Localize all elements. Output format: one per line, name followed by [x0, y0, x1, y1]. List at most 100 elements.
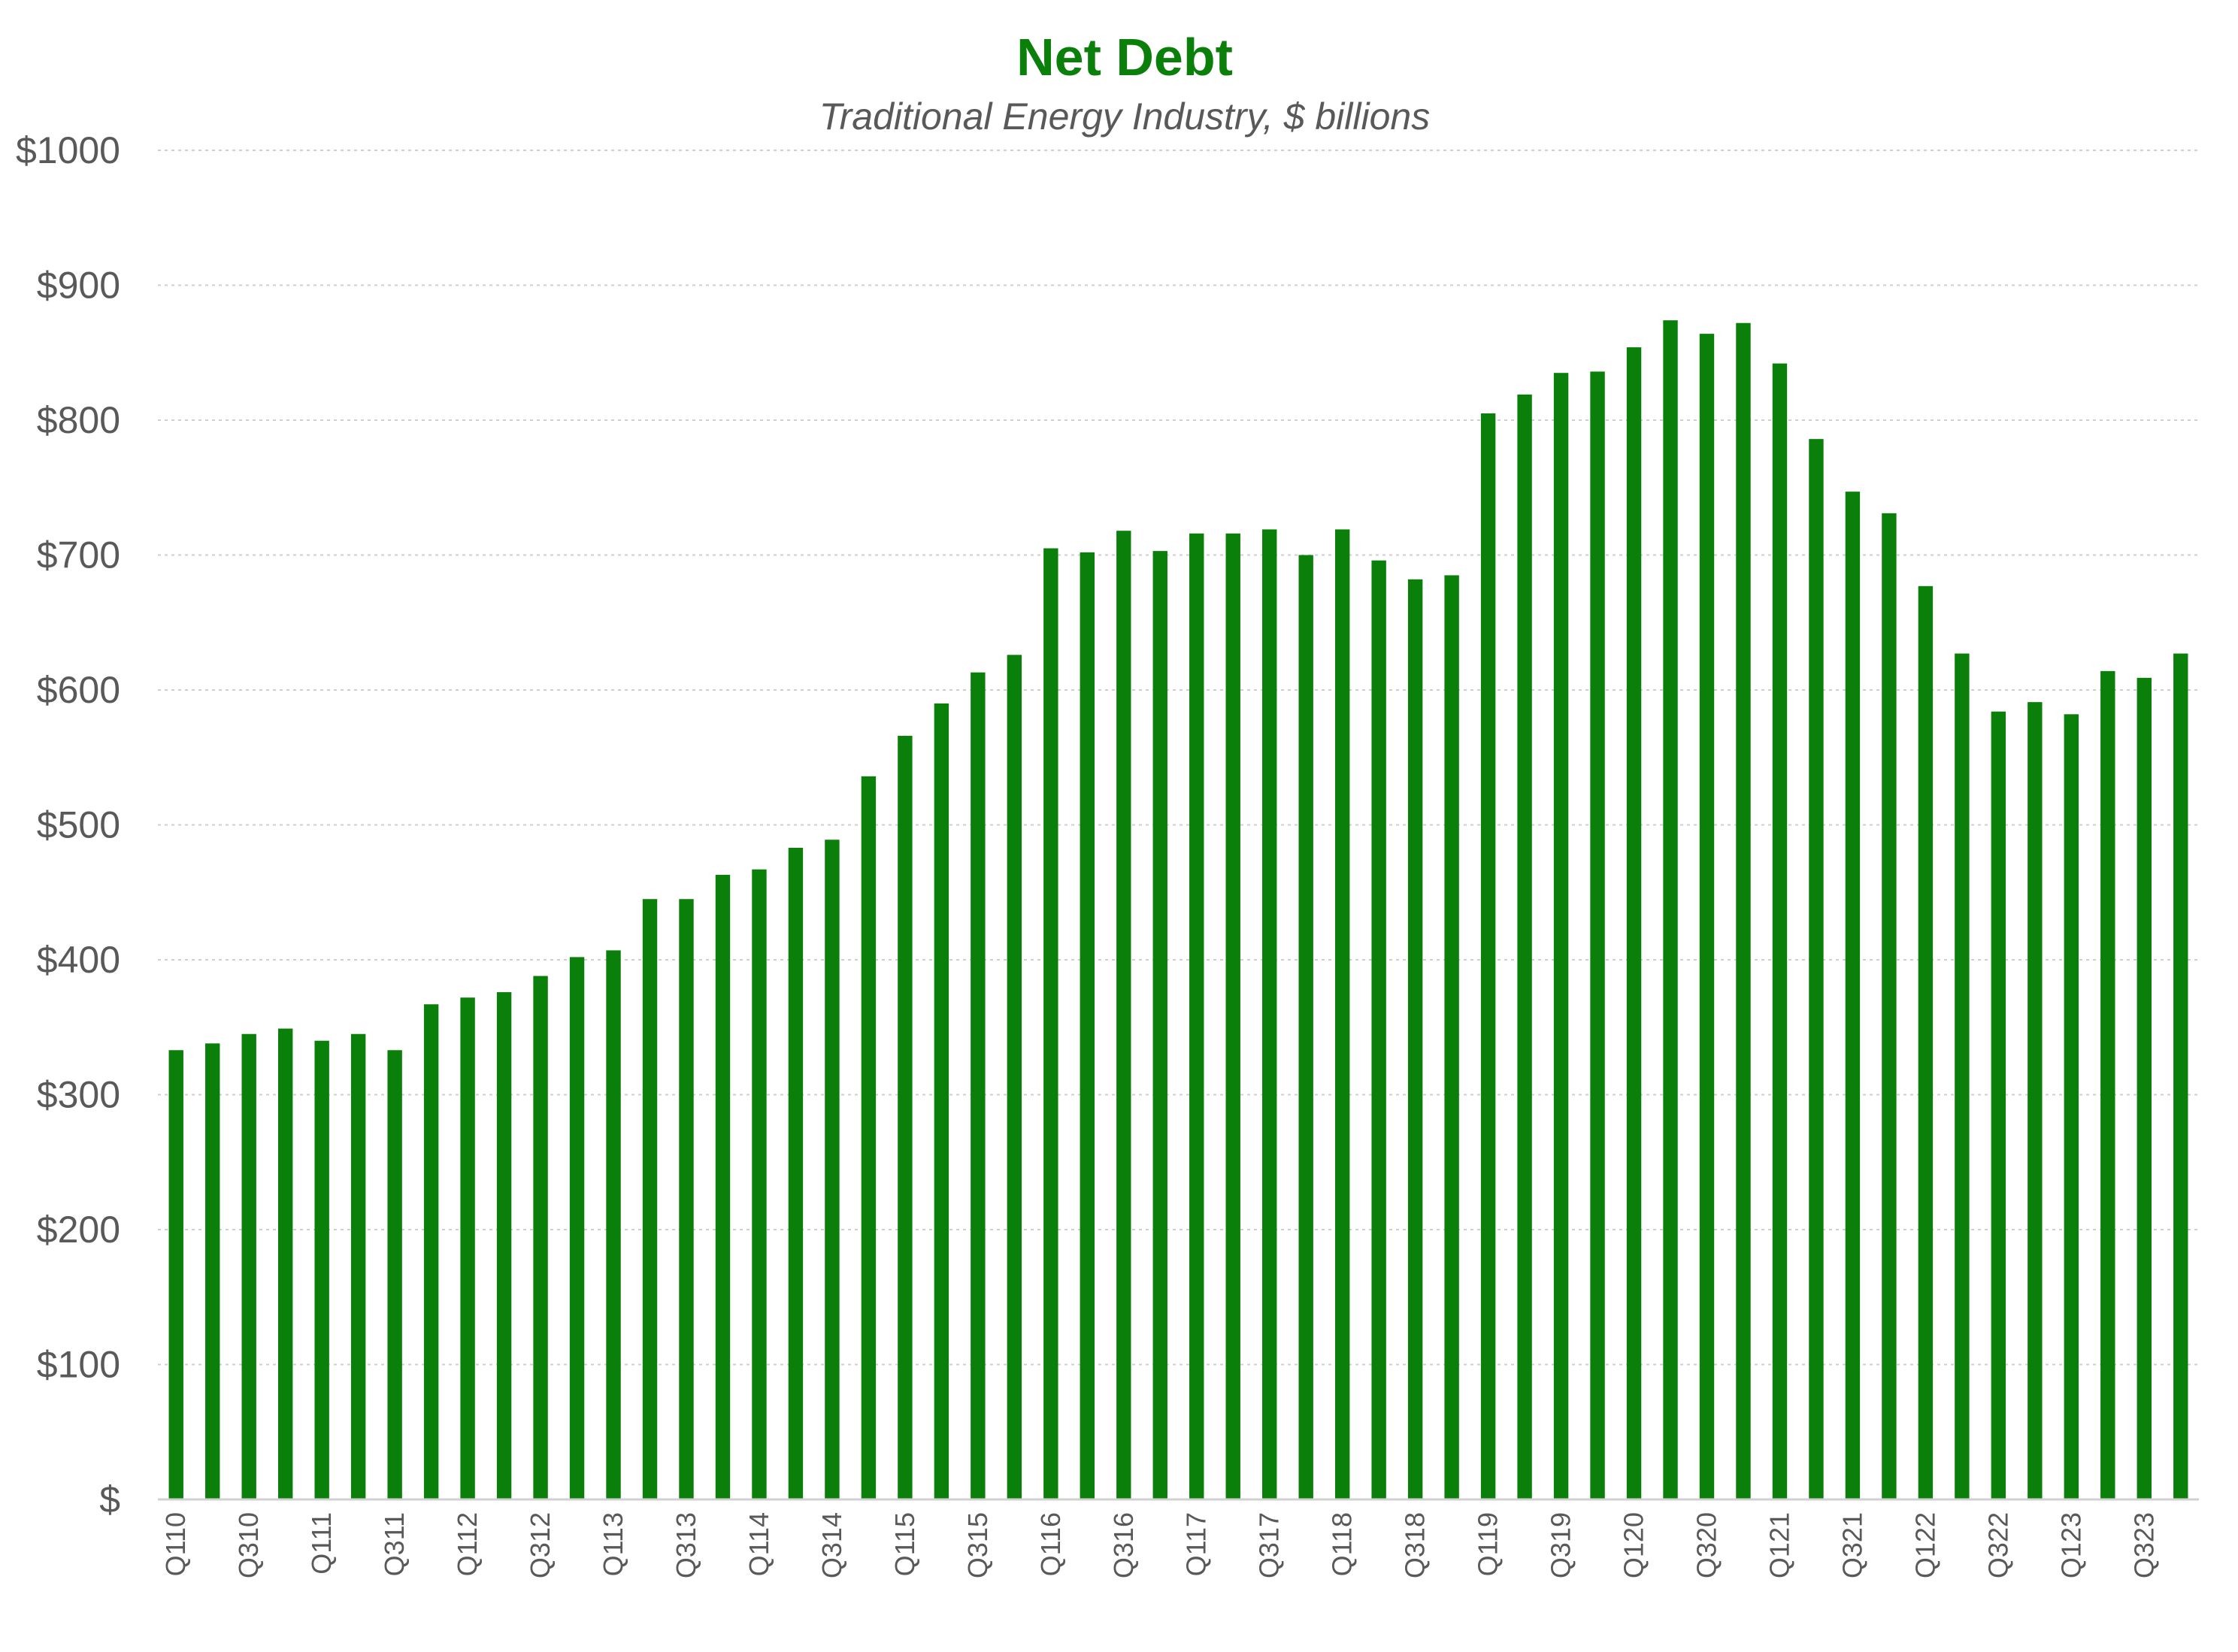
bar-q422	[2028, 702, 2043, 1499]
bar-q314	[825, 840, 840, 1499]
bar-q217	[1225, 533, 1240, 1499]
x-tick-label: Q320	[1691, 1512, 1722, 1578]
bar-q315	[971, 672, 986, 1499]
bar-q318	[1407, 579, 1423, 1499]
bar-q423	[2173, 653, 2188, 1500]
bars	[168, 320, 2188, 1500]
bar-q210	[205, 1043, 220, 1499]
y-tick-label: $1000	[16, 129, 120, 171]
bar-q311	[387, 1050, 402, 1499]
x-tick-label: Q317	[1254, 1512, 1285, 1578]
bar-q411	[423, 1004, 439, 1499]
x-tick-label: Q121	[1764, 1512, 1794, 1578]
x-tick-label: Q312	[525, 1512, 556, 1578]
bar-q416	[1152, 551, 1167, 1499]
x-tick-label: Q316	[1108, 1512, 1139, 1578]
bar-q310	[241, 1033, 256, 1499]
y-tick-label: $100	[37, 1344, 120, 1386]
x-tick-label: Q318	[1400, 1512, 1431, 1578]
x-tick-label: Q115	[889, 1512, 920, 1576]
x-tick-label: Q322	[1982, 1512, 2013, 1578]
bar-q117	[1189, 533, 1204, 1499]
x-tick-label: Q116	[1035, 1512, 1066, 1576]
bar-q415	[1007, 655, 1022, 1499]
x-tick-label: Q122	[1909, 1512, 1940, 1578]
bar-q122	[1918, 585, 1934, 1500]
bar-q321	[1845, 492, 1861, 1499]
bar-q410	[277, 1028, 293, 1499]
x-tick-label: Q315	[962, 1512, 993, 1578]
y-tick-label: $400	[37, 939, 120, 981]
bar-q218	[1371, 560, 1386, 1500]
bar-q219	[1517, 394, 1532, 1499]
bar-q323	[2137, 677, 2152, 1499]
bar-q216	[1080, 552, 1095, 1500]
bar-q116	[1043, 548, 1058, 1499]
bar-q417	[1298, 555, 1313, 1499]
chart-title: Net Debt	[1016, 28, 1233, 86]
bar-q413	[715, 874, 731, 1499]
bar-q214	[788, 848, 804, 1499]
bar-q114	[752, 869, 767, 1499]
bar-q316	[1116, 531, 1131, 1500]
bar-q120	[1626, 347, 1642, 1499]
x-tick-label: Q113	[598, 1512, 628, 1576]
y-tick-label: $900	[37, 265, 120, 307]
bar-q121	[1772, 363, 1788, 1499]
x-tick-label: Q120	[1619, 1512, 1649, 1578]
bar-q115	[898, 736, 913, 1499]
x-tick-label: Q119	[1473, 1512, 1504, 1576]
x-tick-label: Q118	[1327, 1512, 1358, 1576]
bar-q211	[350, 1033, 366, 1499]
bar-q118	[1334, 529, 1350, 1499]
bar-q110	[168, 1050, 183, 1499]
y-tick-label: $600	[37, 669, 120, 711]
bar-q320	[1699, 334, 1715, 1499]
y-tick-label: $200	[37, 1209, 120, 1251]
bar-q418	[1444, 575, 1459, 1499]
x-tick-label: Q112	[452, 1512, 483, 1576]
bar-q317	[1262, 529, 1277, 1499]
bar-q412	[569, 957, 585, 1499]
x-tick-label: Q117	[1181, 1512, 1212, 1576]
y-tick-label: $700	[37, 534, 120, 576]
bar-q111	[314, 1040, 329, 1499]
bar-q220	[1663, 320, 1678, 1499]
bar-q419	[1590, 371, 1605, 1499]
bar-q213	[642, 899, 658, 1499]
bar-q112	[460, 997, 475, 1499]
chart-subtitle: Traditional Energy Industry, $ billions	[819, 95, 1430, 138]
bar-q322	[1991, 711, 2006, 1499]
bar-q223	[2100, 670, 2115, 1499]
bar-q312	[533, 976, 548, 1499]
bar-q113	[606, 950, 621, 1499]
y-tick-label: $800	[37, 399, 120, 441]
bar-q119	[1480, 413, 1496, 1499]
bar-q215	[934, 703, 949, 1500]
x-tick-label: Q319	[1546, 1512, 1576, 1578]
bar-q222	[1955, 653, 1970, 1500]
bar-q313	[679, 899, 694, 1499]
bar-q212	[496, 992, 512, 1499]
bar-q420	[1736, 322, 1751, 1499]
bar-q414	[861, 776, 877, 1499]
bar-q421	[1882, 513, 1897, 1499]
x-tick-label: Q123	[2055, 1512, 2086, 1578]
x-tick-label: Q321	[1837, 1512, 1867, 1578]
x-tick-label: Q311	[379, 1512, 410, 1576]
x-tick-label: Q313	[671, 1512, 701, 1578]
bar-q123	[2064, 714, 2079, 1499]
y-tick-label: $	[99, 1478, 120, 1520]
y-tick-label: $500	[37, 804, 120, 846]
y-tick-label: $300	[37, 1074, 120, 1116]
x-tick-label: Q323	[2128, 1512, 2159, 1578]
y-axis: $ $100 $200 $300 $400 $500 $600 $700 $800 $900 $10…	[16, 129, 120, 1520]
x-axis: Q110 Q310 Q111 Q311 Q112 Q312 Q113 Q313 Q114 Q314…	[158, 1498, 2199, 1578]
x-tick-label: Q111	[306, 1512, 337, 1575]
bar-q221	[1809, 439, 1824, 1499]
x-tick-label: Q114	[743, 1512, 774, 1576]
x-tick-label: Q110	[160, 1512, 191, 1576]
x-tick-label: Q310	[233, 1512, 264, 1578]
